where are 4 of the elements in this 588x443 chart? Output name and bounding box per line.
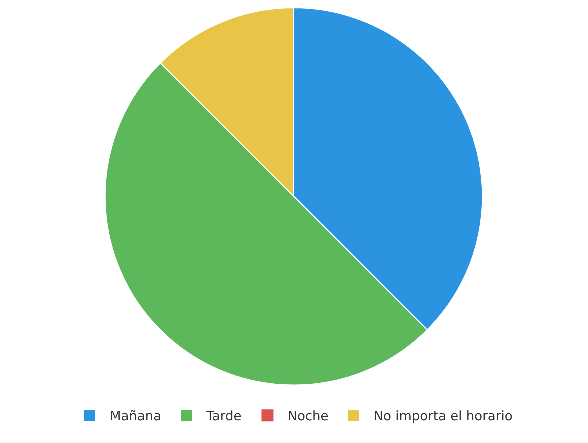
legend-label: Mañana: [110, 410, 162, 425]
legend-label: Noche: [288, 410, 329, 425]
legend-label: Tarde: [206, 410, 242, 425]
legend-label: No importa el horario: [374, 410, 513, 425]
